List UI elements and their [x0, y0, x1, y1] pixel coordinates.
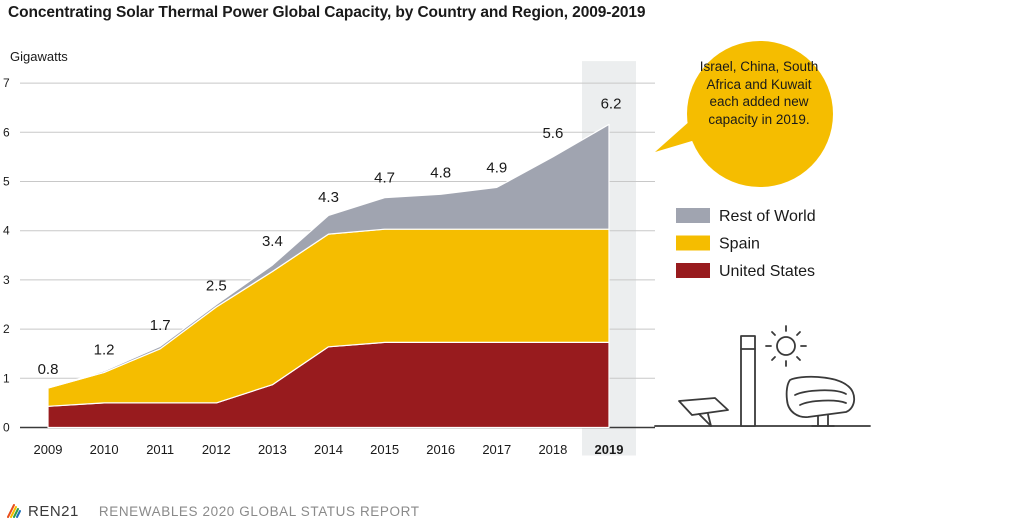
report-title: RENEWABLES 2020 GLOBAL STATUS REPORT [98, 503, 420, 519]
parabolic-trough-icon [785, 375, 856, 427]
y-tick-label: 5 [3, 175, 10, 189]
solar-panel-icon [678, 397, 729, 427]
callout-circle [687, 41, 833, 187]
ren21-logo-icon [7, 504, 21, 518]
chart-title: Concentrating Solar Thermal Power Global… [8, 4, 646, 21]
callout-text: Israel, China, South Africa and Kuwait e… [699, 59, 819, 127]
x-tick-label: 2018 [538, 442, 567, 457]
x-tick-label: 2012 [202, 442, 231, 457]
x-tick-label: 2015 [370, 442, 399, 457]
area-rest-of-world [47, 123, 610, 389]
total-label: 4.8 [430, 164, 451, 181]
x-tick-label: 2011 [146, 442, 174, 457]
y-tick-label: 1 [3, 371, 10, 385]
x-tick-label: 2017 [482, 442, 511, 457]
callout-bubble [655, 41, 833, 187]
y-tick-label: 6 [3, 125, 10, 139]
legend-label-spain: Spain [719, 236, 760, 253]
x-tick-label: 2009 [34, 442, 63, 457]
total-label: 1.7 [150, 317, 171, 334]
legend: Rest of World Spain United States [676, 208, 816, 280]
total-label: 2.5 [206, 278, 227, 295]
y-axis-label: Gigawatts [10, 49, 68, 64]
x-tick-label: 2016 [426, 442, 455, 457]
total-label: 1.2 [94, 341, 115, 358]
total-label: 4.3 [318, 189, 339, 206]
solar-installation-icon [654, 325, 871, 427]
total-label: 5.6 [542, 125, 563, 142]
legend-label-rest-of-world: Rest of World [719, 208, 816, 225]
sun-icon [765, 325, 807, 367]
y-tick-label: 7 [3, 76, 10, 90]
legend-label-united-states: United States [719, 263, 815, 280]
plot-area [47, 123, 610, 429]
total-label: 4.9 [486, 159, 507, 176]
total-label: 4.7 [374, 169, 395, 186]
y-tick-label: 0 [3, 421, 10, 435]
x-axis-ticks: 2009 2010 2011 2012 2013 2014 2015 2016 2017 2018… [34, 442, 624, 457]
x-tick-label: 2010 [90, 442, 119, 457]
total-label: 3.4 [262, 233, 283, 250]
legend-swatch-spain [676, 235, 710, 251]
y-tick-label: 3 [3, 273, 10, 287]
footer: REN21 RENEWABLES 2020 GLOBAL STATUS REPO… [6, 500, 420, 522]
x-tick-label: 2013 [258, 442, 287, 457]
y-tick-label: 4 [3, 224, 10, 238]
solar-tower-icon [740, 335, 756, 427]
ren21-logo-text: REN21 [28, 502, 79, 520]
legend-swatch-united-states [676, 263, 710, 278]
y-tick-label: 2 [3, 322, 10, 336]
x-tick-label: 2014 [314, 442, 343, 457]
y-axis-ticks: 0 1 2 3 4 5 6 7 [3, 76, 10, 434]
x-tick-label: 2019 [595, 442, 624, 457]
total-label: 0.8 [38, 361, 59, 378]
legend-swatch-rest-of-world [676, 208, 710, 223]
total-labels: 0.8 1.2 1.7 2.5 3.4 4.3 4.7 4.8 4.9 5.6 6.2 [38, 95, 622, 378]
total-label: 6.2 [601, 95, 622, 112]
